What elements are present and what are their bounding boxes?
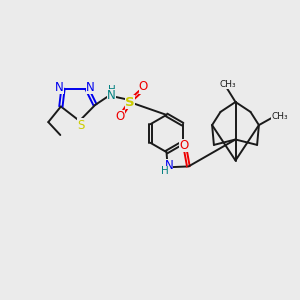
Text: CH₃: CH₃: [272, 112, 288, 121]
Text: CH₃: CH₃: [219, 80, 236, 89]
Text: O: O: [116, 110, 124, 124]
Text: O: O: [180, 139, 189, 152]
Text: N: N: [107, 89, 116, 102]
Text: N: N: [164, 159, 173, 172]
Text: H: H: [161, 166, 169, 176]
Text: S: S: [125, 95, 135, 109]
Text: S: S: [77, 118, 85, 132]
Text: N: N: [86, 81, 95, 94]
Text: N: N: [55, 81, 64, 94]
Text: O: O: [139, 80, 148, 94]
Text: H: H: [108, 85, 116, 95]
